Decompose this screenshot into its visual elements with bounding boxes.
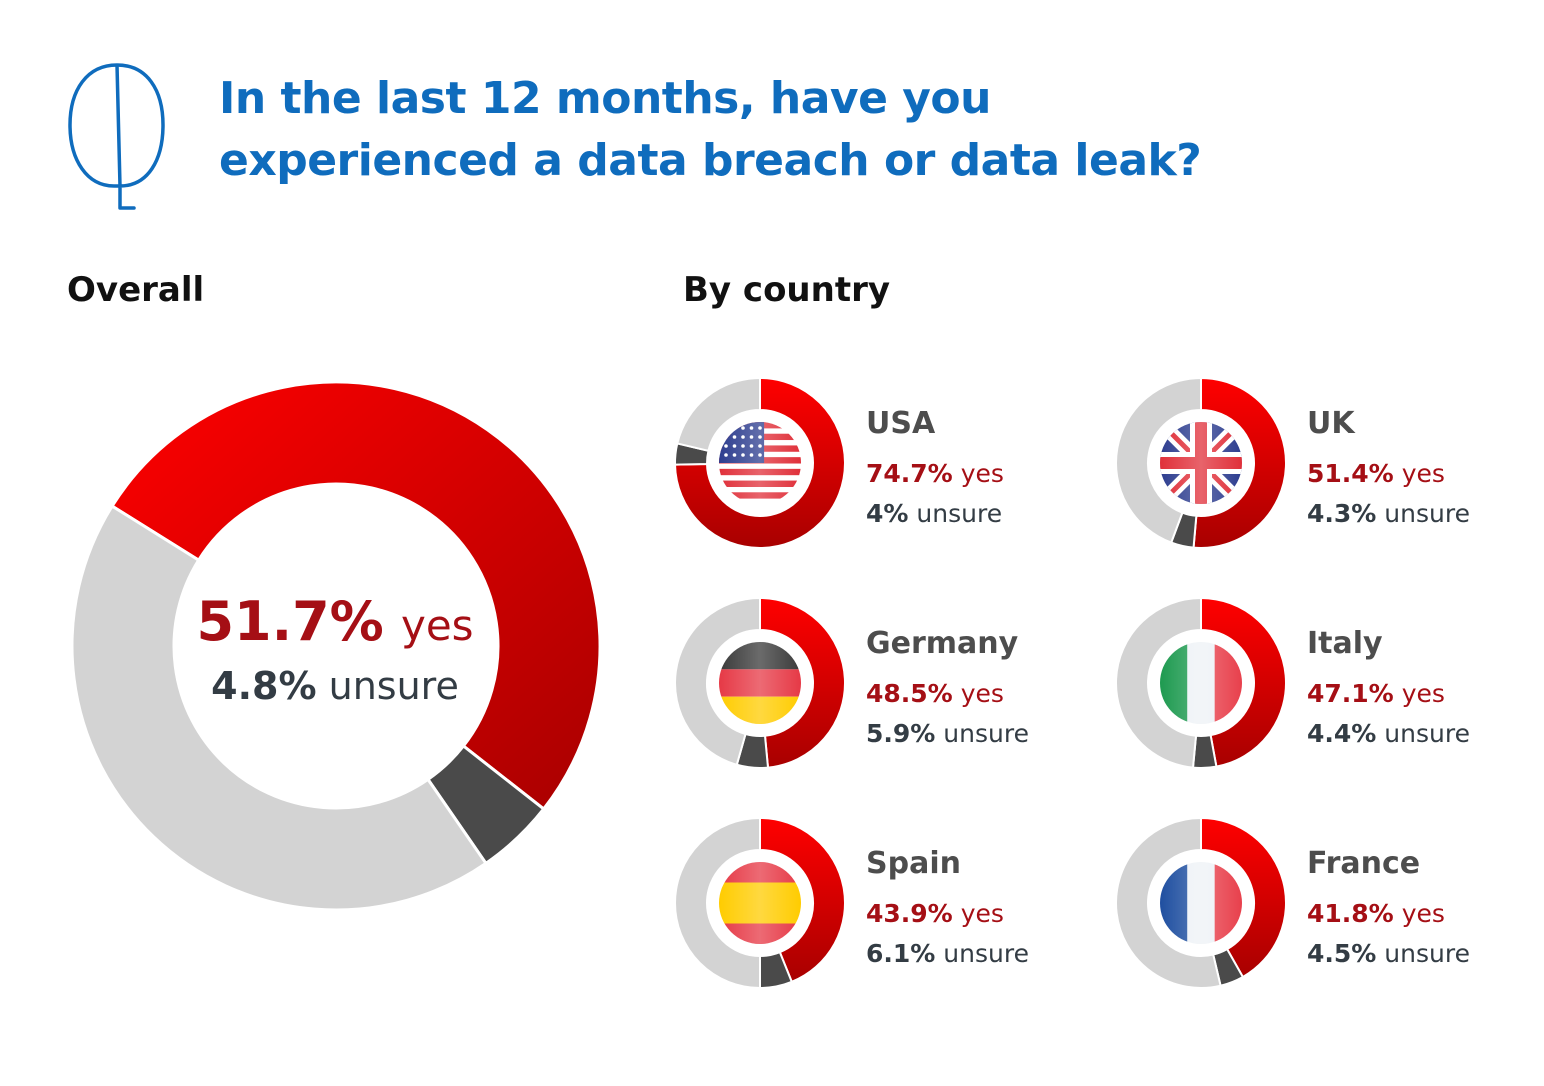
country-unsure: 4.3% unsure: [1307, 499, 1470, 528]
country-yes: 47.1% yes: [1307, 679, 1445, 708]
germany-donut-chart: [674, 596, 846, 769]
overall-no-slice: [70, 504, 488, 912]
country-name: France: [1307, 846, 1421, 881]
uk-flag-icon: [1160, 422, 1242, 504]
overall-yes-word: yes: [400, 601, 474, 650]
country-name: UK: [1307, 406, 1355, 441]
country-usa: USA 74.7% yes 4% unsure: [866, 404, 1004, 531]
usa-flag-icon: [719, 422, 801, 504]
overall-yes-value: 51.7%: [196, 590, 384, 653]
title-line-2: experienced a data breach or data leak?: [219, 135, 1202, 186]
country-unsure: 6.1% unsure: [866, 939, 1029, 968]
country-spain: Spain 43.9% yes 6.1% unsure: [866, 844, 1029, 971]
page-title: In the last 12 months, have you experien…: [219, 68, 1202, 192]
country-name: Italy: [1307, 626, 1383, 661]
country-unsure: 5.9% unsure: [866, 719, 1029, 748]
speech-bubble-icon: [68, 63, 165, 210]
overall-heading: Overall: [67, 270, 205, 310]
country-yes: 74.7% yes: [866, 459, 1004, 488]
overall-unsure-word: unsure: [328, 664, 459, 708]
overall-yes-slice: [110, 380, 602, 812]
country-name: Germany: [866, 626, 1019, 661]
spain-flag-icon: [719, 862, 801, 944]
overall-donut-chart: [70, 380, 602, 912]
country-unsure: 4.5% unsure: [1307, 939, 1470, 968]
country-uk: UK 51.4% yes 4.3% unsure: [1307, 404, 1470, 531]
uk-donut-chart: [1115, 376, 1287, 549]
overall-unsure-label: 4.8% unsure: [120, 664, 550, 708]
country-yes: 41.8% yes: [1307, 899, 1445, 928]
country-unsure: 4% unsure: [866, 499, 1003, 528]
france-donut-chart: [1115, 816, 1287, 989]
country-name: USA: [866, 406, 936, 441]
country-germany: Germany 48.5% yes 5.9% unsure: [866, 624, 1029, 751]
country-italy: Italy 47.1% yes 4.4% unsure: [1307, 624, 1470, 751]
france-flag-icon: [1160, 862, 1242, 944]
germany-flag-icon: [719, 642, 801, 724]
country-yes: 48.5% yes: [866, 679, 1004, 708]
country-yes: 43.9% yes: [866, 899, 1004, 928]
country-name: Spain: [866, 846, 961, 881]
spain-donut-chart: [674, 816, 846, 990]
country-yes: 51.4% yes: [1307, 459, 1445, 488]
country-france: France 41.8% yes 4.5% unsure: [1307, 844, 1470, 971]
italy-flag-icon: [1160, 642, 1242, 724]
overall-yes-label: 51.7% yes: [120, 590, 550, 653]
country-unsure: 4.4% unsure: [1307, 719, 1470, 748]
italy-donut-chart: [1115, 596, 1287, 769]
title-line-1: In the last 12 months, have you: [219, 73, 991, 124]
usa-donut-chart: [673, 376, 846, 549]
by-country-heading: By country: [683, 270, 891, 310]
overall-unsure-value: 4.8%: [211, 664, 317, 708]
